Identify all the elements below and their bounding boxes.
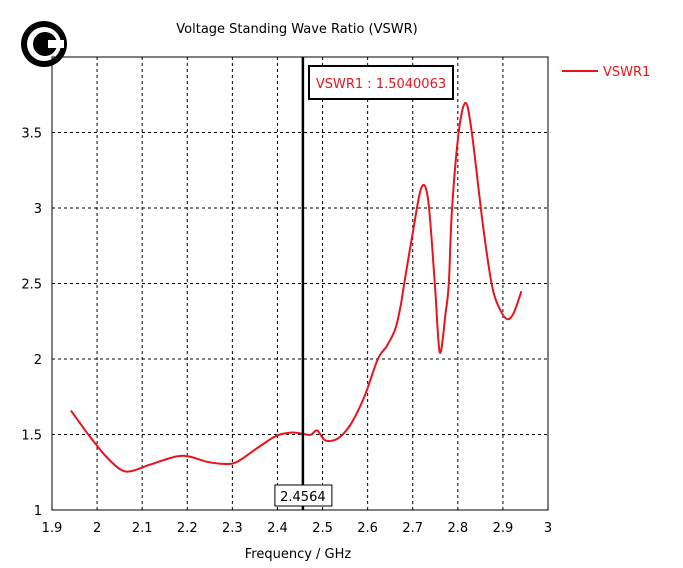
x-tick-label: 2.5 (312, 521, 333, 536)
series-line-vswr1 (70, 101, 523, 473)
marker-x-label-text: 2.4564 (280, 490, 326, 505)
x-tick-label: 2.7 (402, 521, 423, 536)
plot-frame (51, 56, 549, 511)
x-tick-label: 2.1 (132, 521, 153, 536)
x-tick-label: 2.8 (447, 521, 468, 536)
marker-readout-text: VSWR1 : 1.5040063 (316, 77, 446, 92)
grid (52, 57, 548, 510)
legend[interactable]: VSWR1 (562, 65, 650, 80)
x-tick-label: 2.4 (267, 521, 288, 536)
x-axis-label: Frequency / GHz (245, 547, 352, 562)
legend-label-vswr1: VSWR1 (603, 65, 650, 80)
y-tick-label: 3.5 (21, 127, 42, 142)
marker-x-label: 2.4564 (274, 484, 333, 507)
y-tick-label: 2 (34, 353, 42, 368)
y-tick-label: 1.5 (21, 429, 42, 444)
x-tick-label: 1.9 (42, 521, 63, 536)
x-tick-label: 2 (93, 521, 101, 536)
tick-labels: 1.9 2 2.1 2.2 2.3 2.4 2.5 2.6 2.7 2.8 2.9 3 1 1.5 2 2.5… (21, 127, 552, 537)
logo (21, 21, 67, 67)
chart-title: Voltage Standing Wave Ratio (VSWR) (176, 22, 417, 37)
y-tick-label: 2.5 (21, 278, 42, 293)
x-tick-label: 2.2 (177, 521, 198, 536)
y-tick-label: 1 (34, 504, 42, 519)
x-tick-label: 2.6 (357, 521, 378, 536)
x-tick-label: 2.3 (222, 521, 243, 536)
marker-readout: VSWR1 : 1.5040063 (308, 65, 454, 100)
y-tick-label: 3 (34, 202, 42, 217)
x-tick-label: 2.9 (493, 521, 514, 536)
x-tick-label: 3 (544, 521, 552, 536)
